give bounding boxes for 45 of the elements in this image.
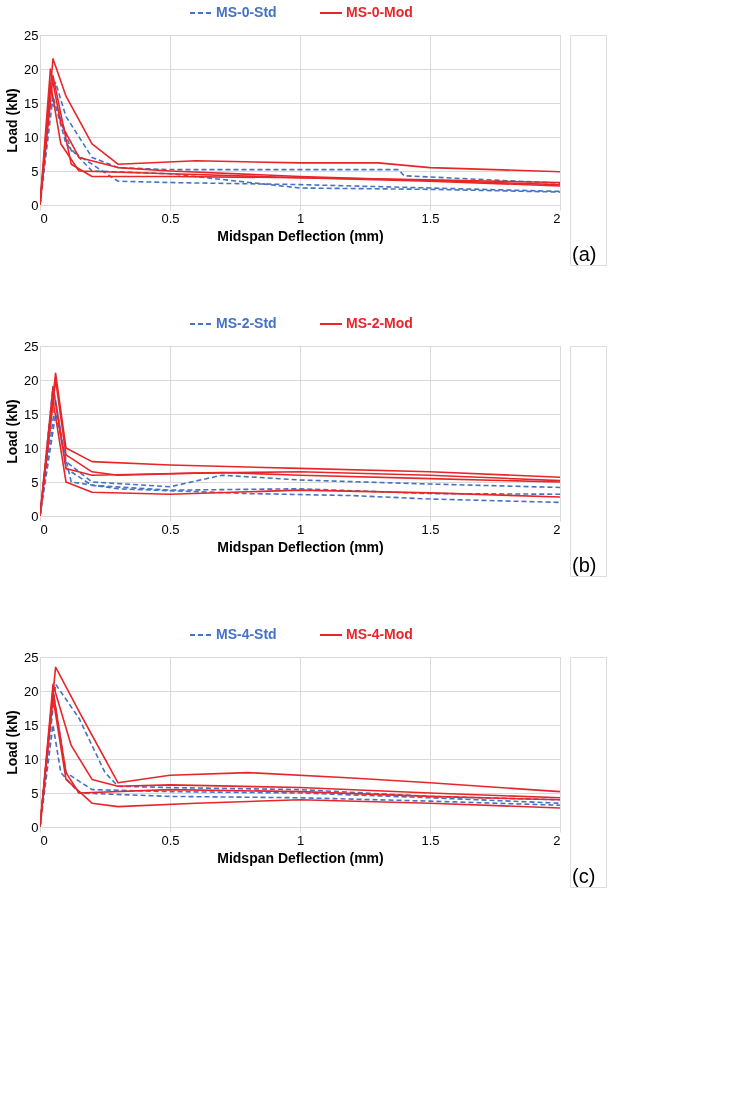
- y-tick-label: 25: [24, 338, 39, 354]
- text: (b): [572, 554, 597, 576]
- y-tick-label: 5: [31, 474, 39, 490]
- y-tick-label: 20: [24, 61, 39, 77]
- x-tick-label: 1: [296, 521, 305, 537]
- y-axis-title: Load (kN): [4, 88, 21, 153]
- x-tick-label: 2: [553, 521, 561, 537]
- x-tick-label: 0.5: [161, 210, 180, 226]
- y-axis-title: Load (kN): [4, 710, 21, 775]
- x-tick-label: 2: [553, 832, 561, 848]
- x-tick-label: 1: [296, 832, 305, 848]
- y-tick-label: 10: [24, 440, 39, 456]
- y-tick-label: 0: [31, 197, 39, 213]
- legend-label: MS-4-Mod: [346, 626, 413, 642]
- y-tick-label: 15: [24, 717, 39, 733]
- x-axis-title: Midspan Deflection (mm): [217, 849, 384, 866]
- y-tick-label: 5: [31, 785, 39, 801]
- text: (a): [572, 243, 597, 265]
- y-tick-label: 20: [24, 372, 39, 388]
- x-tick-label: 1.5: [421, 521, 440, 537]
- y-axis-title: Load (kN): [4, 399, 21, 464]
- y-tick-label: 0: [31, 508, 39, 524]
- y-tick-label: 20: [24, 683, 39, 699]
- y-tick-label: 5: [31, 163, 39, 179]
- x-axis-title: Midspan Deflection (mm): [217, 227, 384, 244]
- x-tick-label: 1: [296, 210, 305, 226]
- x-tick-label: 0.5: [161, 521, 180, 537]
- y-tick-label: 0: [31, 819, 39, 835]
- y-tick-label: 25: [24, 649, 39, 665]
- x-tick-label: 1.5: [421, 210, 440, 226]
- legend-label: MS-0-Std: [216, 4, 277, 20]
- x-tick-label: 1.5: [421, 832, 440, 848]
- legend-label: MS-4-Std: [216, 626, 277, 642]
- text: (c): [572, 865, 596, 887]
- legend-label: MS-2-Std: [216, 315, 277, 331]
- x-tick-label: 2: [553, 210, 561, 226]
- x-tick-label: 0.5: [161, 832, 180, 848]
- legend-label: MS-2-Mod: [346, 315, 413, 331]
- y-tick-label: 25: [24, 27, 39, 43]
- x-axis-title: Midspan Deflection (mm): [217, 538, 384, 555]
- y-tick-label: 10: [24, 129, 39, 145]
- y-tick-label: 15: [24, 406, 39, 422]
- y-tick-label: 15: [24, 95, 39, 111]
- y-tick-label: 10: [24, 751, 39, 767]
- legend-label: MS-0-Mod: [346, 4, 413, 20]
